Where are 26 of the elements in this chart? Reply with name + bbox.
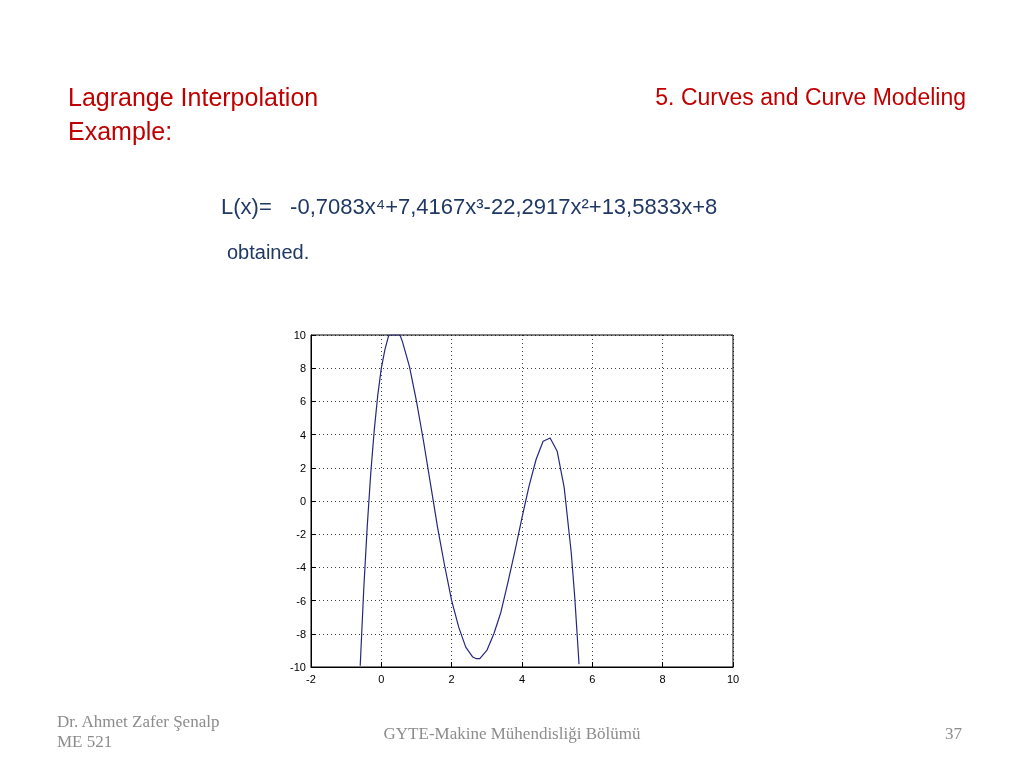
- y-tick-label: -2: [296, 528, 306, 541]
- text: L(x)= -0,7083x⁴+7,4167x³-22,2917x²+13,5833x+8: [221, 194, 718, 220]
- y-tick-label: 2: [299, 461, 306, 474]
- y-tick-label: 10: [293, 329, 306, 341]
- chart-title: Lagrange Interpolation Example:: [68, 82, 320, 147]
- x-tick-label: 4: [518, 672, 526, 685]
- y-tick-label: -10: [290, 661, 306, 673]
- text: GYTE-Makine Mühendisliği Bölümü: [382, 724, 642, 744]
- text: 37: [945, 724, 962, 744]
- text: ME 521: [57, 732, 113, 752]
- text: 5. Curves and Curve Modeling: [655, 83, 966, 112]
- text: obtained.: [227, 240, 310, 264]
- y-tick-label: 4: [299, 428, 306, 441]
- x-tick-label: 2: [448, 672, 455, 685]
- text: Dr. Ahmet Zafer Şenalp: [57, 712, 220, 732]
- y-tick-label: -6: [296, 594, 306, 607]
- y-tick-label: 0: [299, 495, 306, 507]
- y-tick-label: 6: [299, 395, 306, 408]
- x-tick-label: 6: [589, 672, 596, 685]
- x-tick-label: 0: [378, 672, 385, 685]
- y-tick-label: -8: [296, 627, 306, 640]
- y-tick-label: -4: [296, 561, 306, 574]
- x-tick-label: 10: [726, 672, 740, 685]
- line-series: [359, 334, 580, 666]
- y-tick-label: 8: [299, 362, 306, 375]
- x-tick-label: 8: [659, 672, 666, 685]
